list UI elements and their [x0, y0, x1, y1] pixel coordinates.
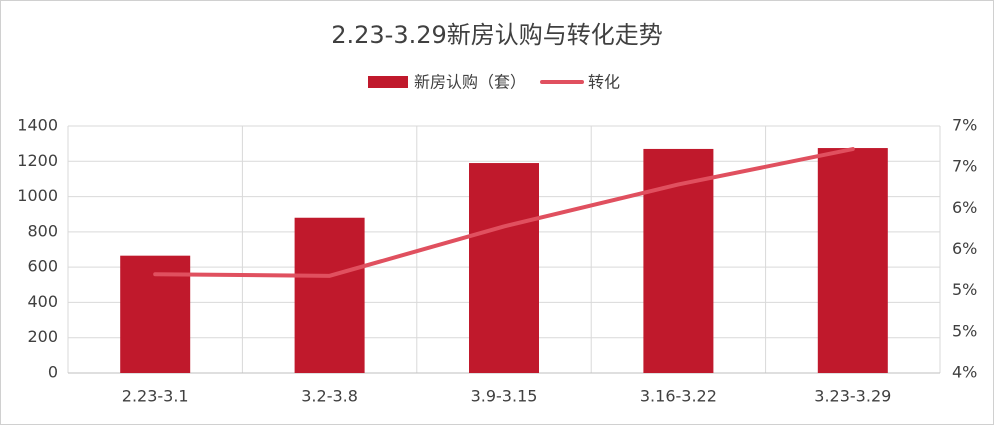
x-tick-label: 3.23-3.29 — [814, 387, 891, 406]
chart-title: 2.23-3.29新房认购与转化走势 — [331, 21, 663, 49]
y2-tick-label: 7% — [952, 116, 977, 135]
x-tick-label: 3.9-3.15 — [471, 387, 538, 406]
y-tick-label: 600 — [27, 257, 58, 276]
y-tick-label: 1200 — [17, 151, 58, 170]
legend-swatch — [368, 76, 408, 88]
y2-tick-label: 6% — [952, 198, 977, 217]
y2-tick-label: 6% — [952, 239, 977, 258]
bar — [817, 148, 888, 373]
y-tick-label: 1000 — [17, 186, 58, 205]
x-tick-label: 3.2-3.8 — [301, 387, 358, 406]
y2-tick-label: 7% — [952, 157, 977, 176]
y-tick-label: 0 — [48, 363, 58, 382]
y-tick-label: 1400 — [17, 116, 58, 135]
y2-tick-label: 4% — [952, 363, 977, 382]
y-tick-label: 800 — [27, 221, 58, 240]
bar — [469, 163, 539, 373]
x-tick-label: 2.23-3.1 — [122, 387, 189, 406]
x-tick-label: 3.16-3.22 — [640, 387, 717, 406]
line — [153, 147, 855, 278]
y2-tick-label: 5% — [952, 280, 977, 299]
bar — [294, 217, 365, 373]
y-tick-label: 200 — [27, 327, 58, 346]
legend-label: 新房认购（套） — [414, 73, 526, 92]
legend-label: 转化 — [588, 73, 620, 92]
y-tick-label: 400 — [27, 292, 58, 311]
y2-tick-label: 5% — [952, 321, 977, 340]
